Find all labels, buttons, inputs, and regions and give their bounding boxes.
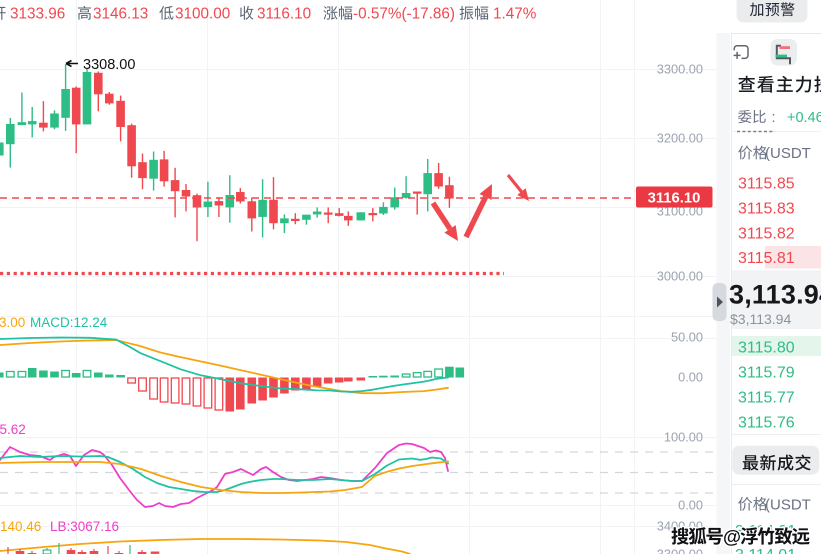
svg-text:3000.00: 3000.00 (657, 269, 703, 284)
svg-text:3115.77: 3115.77 (738, 390, 795, 407)
svg-text:3115.82: 3115.82 (738, 225, 795, 242)
svg-text:3300.00: 3300.00 (657, 547, 703, 554)
svg-text:3200.00: 3200.00 (657, 131, 703, 146)
svg-text:1.47%: 1.47% (493, 6, 537, 23)
svg-text:3116.10: 3116.10 (648, 191, 701, 207)
svg-text:-0.57%(-17.86): -0.57%(-17.86) (353, 6, 455, 23)
svg-text:LB:3067.16: LB:3067.16 (50, 519, 119, 534)
svg-text:3146.13: 3146.13 (93, 6, 148, 23)
svg-text:3,114.01: 3,114.01 (735, 547, 796, 554)
svg-text:3300.00: 3300.00 (657, 62, 703, 77)
svg-text:5.62: 5.62 (0, 422, 26, 437)
svg-text:$3,113.94: $3,113.94 (730, 311, 791, 327)
svg-text:3308.00: 3308.00 (83, 57, 135, 73)
svg-text:(USDT: (USDT (765, 497, 811, 514)
svg-text:3100.00: 3100.00 (175, 6, 230, 23)
svg-text:50.00: 50.00 (671, 330, 703, 345)
svg-text:3.00: 3.00 (0, 315, 25, 330)
svg-text:3133.96: 3133.96 (10, 6, 65, 23)
svg-text::: : (772, 110, 776, 126)
svg-text:0.00: 0.00 (678, 370, 703, 385)
svg-text:3115.83: 3115.83 (738, 200, 795, 217)
svg-text:3115.80: 3115.80 (738, 340, 795, 357)
svg-text:3,113.94: 3,113.94 (729, 280, 821, 310)
svg-text:140.46: 140.46 (0, 519, 41, 534)
svg-text:100.00: 100.00 (664, 430, 703, 445)
svg-text:3115.81: 3115.81 (738, 250, 795, 267)
svg-text:MACD:12.24: MACD:12.24 (30, 315, 108, 330)
svg-text:@: @ (723, 526, 741, 547)
svg-text:(USDT: (USDT (765, 145, 811, 162)
svg-text:3115.76: 3115.76 (738, 415, 795, 432)
svg-text:+0.46%: +0.46% (787, 110, 821, 126)
svg-text:3115.85: 3115.85 (738, 176, 795, 193)
svg-text:0.00: 0.00 (678, 498, 703, 513)
svg-text:3115.79: 3115.79 (738, 365, 795, 382)
svg-text:3116.10: 3116.10 (257, 6, 311, 23)
